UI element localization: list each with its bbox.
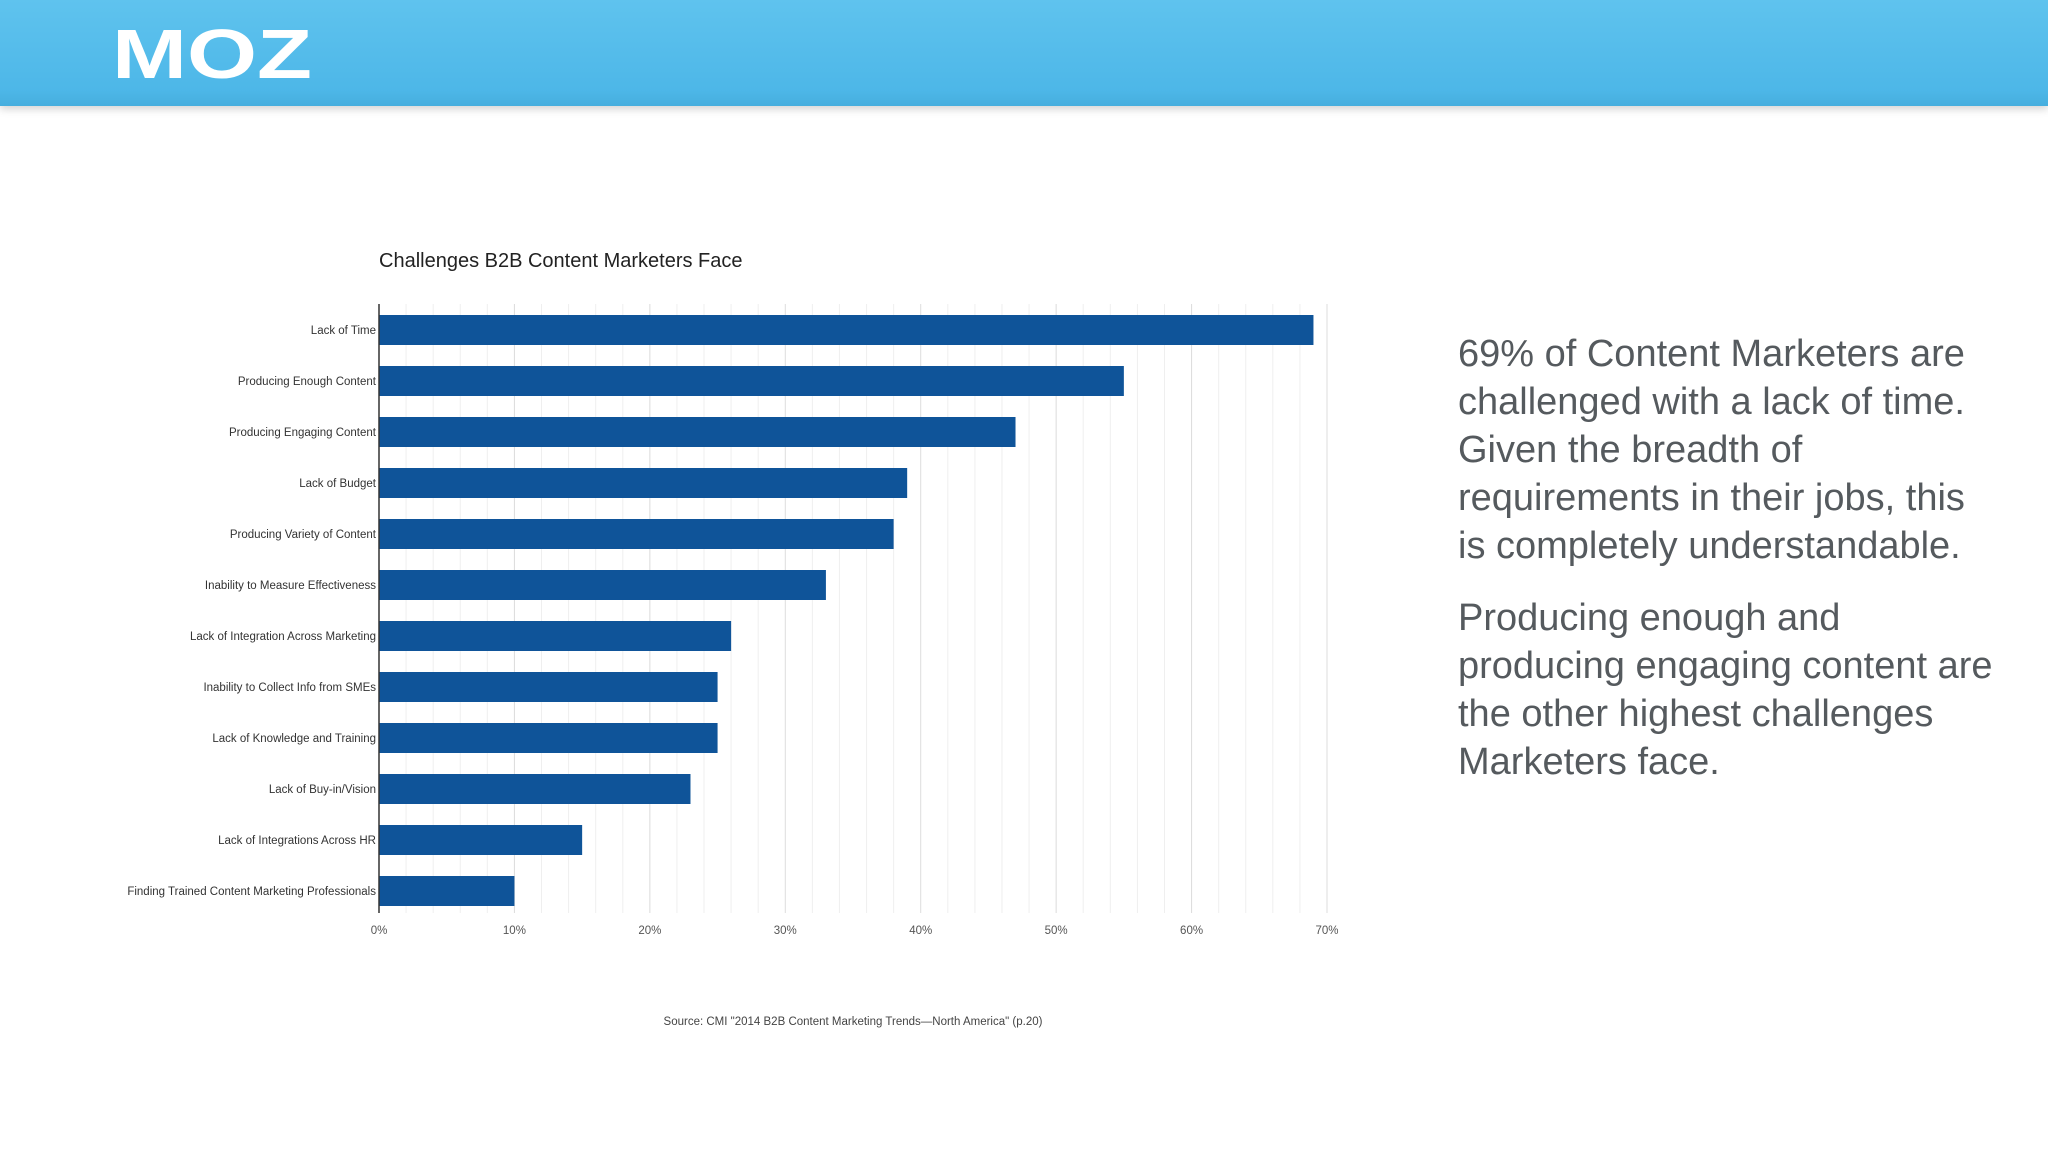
bar [379, 876, 515, 906]
commentary-text: 69% of Content Marketers are challenged … [1458, 330, 1998, 810]
moz-logo: MOZ [112, 20, 312, 84]
category-label: Lack of Time [311, 325, 376, 337]
bar [379, 825, 583, 855]
bar [379, 570, 826, 600]
category-label: Finding Trained Content Marketing Profes… [127, 886, 376, 898]
commentary-paragraph-1: 69% of Content Marketers are challenged … [1458, 333, 1965, 567]
chart-bars [379, 315, 1314, 906]
bar [379, 366, 1124, 396]
logo-text: MOZ [112, 20, 312, 84]
category-label: Inability to Measure Effectiveness [205, 580, 376, 592]
x-tick-label: 50% [1045, 925, 1068, 937]
bar [379, 315, 1314, 345]
bar [379, 723, 718, 753]
source-note: Source: CMI "2014 B2B Content Marketing … [664, 1016, 1043, 1028]
category-labels: Lack of Time Producing Enough Content Prod… [127, 325, 376, 898]
bar [379, 468, 908, 498]
bar [379, 621, 732, 651]
category-label: Lack of Buy-in/Vision [269, 784, 376, 796]
x-tick-label: 20% [638, 925, 661, 937]
category-label: Lack of Knowledge and Training [212, 733, 376, 745]
category-label: Producing Enough Content [238, 376, 377, 388]
bar [379, 672, 718, 702]
bar [379, 519, 894, 549]
x-tick-label: 60% [1180, 925, 1203, 937]
x-tick-label: 40% [909, 925, 932, 937]
bar [379, 774, 691, 804]
category-label: Lack of Budget [299, 478, 377, 490]
x-axis-ticks: 0% 10% 20% 30% 40% 50% 60% 70% [371, 925, 1339, 937]
chart-grid [405, 304, 1328, 913]
x-tick-label: 70% [1315, 925, 1338, 937]
category-label: Producing Engaging Content [229, 427, 377, 439]
category-label: Lack of Integration Across Marketing [190, 631, 376, 643]
commentary-paragraph-2: Producing enough and producing engaging … [1458, 597, 1993, 783]
category-label: Lack of Integrations Across HR [218, 835, 376, 847]
x-tick-label: 10% [503, 925, 526, 937]
category-label: Inability to Collect Info from SMEs [203, 682, 376, 694]
bar [379, 417, 1016, 447]
category-label: Producing Variety of Content [230, 529, 377, 541]
header-bar: MOZ [0, 0, 2048, 106]
chart-title: Challenges B2B Content Marketers Face [379, 250, 743, 272]
x-tick-label: 0% [371, 925, 388, 937]
x-tick-label: 30% [774, 925, 797, 937]
